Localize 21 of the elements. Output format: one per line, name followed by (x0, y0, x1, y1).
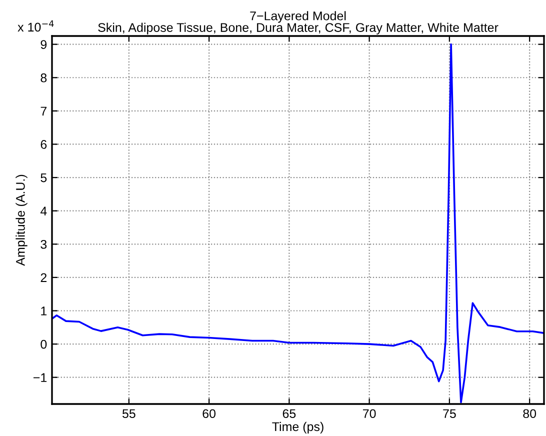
y-tick-label: 6 (40, 140, 47, 149)
y-axis-title: Amplitude (A.U.) (16, 174, 28, 266)
x-axis-title: Time (ps) (272, 422, 324, 434)
x-tick-label: 65 (282, 409, 296, 418)
x-tick-label: 80 (523, 409, 536, 418)
y-tick-label: −1 (34, 373, 47, 382)
x-tick-label: 70 (363, 409, 376, 418)
x-tick-label: 75 (443, 409, 456, 418)
y-tick-label: 4 (40, 206, 47, 216)
y-tick-label: 2 (40, 273, 47, 282)
y-tick-label: 9 (40, 40, 47, 49)
x-tick-label: 60 (202, 409, 216, 418)
y-tick-label: 3 (40, 240, 47, 249)
y-tick-label: 1 (41, 306, 47, 316)
y-tick-label: 0 (40, 340, 47, 349)
x-tick-label: 55 (122, 409, 136, 418)
y-tick-label: 8 (40, 73, 47, 82)
text: x 10$^{−4}$ (18, 20, 54, 32)
y-tick-label: 7 (40, 106, 47, 116)
chart-title: 7−Layered Model Skin, Adipose Tissue, Bone, Dura Mater, CSF, Gray Matter, White Matter (98, 11, 498, 34)
y-tick-label: 5 (40, 173, 47, 182)
